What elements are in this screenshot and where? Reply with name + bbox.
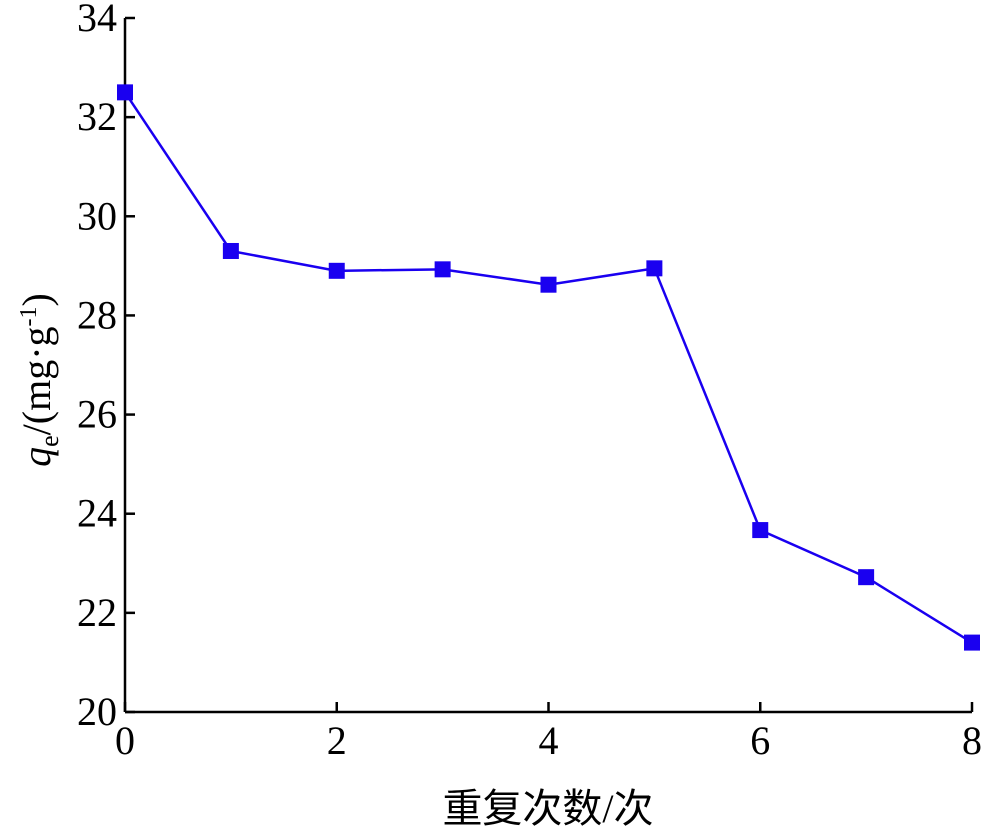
y-tick-label: 30: [77, 193, 117, 238]
x-tick-label: 8: [962, 718, 982, 763]
y-axis-title-rest: /(mg·g: [14, 326, 59, 435]
y-tick-label: 20: [77, 689, 117, 734]
x-tick-label: 0: [115, 718, 135, 763]
data-series: [117, 84, 980, 651]
data-point-7: [858, 569, 875, 586]
data-point-6: [752, 522, 769, 539]
y-tick-label: 32: [77, 94, 117, 139]
y-tick-label: 22: [77, 590, 117, 635]
data-point-5: [646, 260, 663, 277]
x-tick-label: 6: [750, 718, 770, 763]
y-tick-label: 24: [77, 491, 117, 536]
y-axis-title-main: q: [14, 447, 59, 467]
x-axis-title: 重复次数/次: [442, 786, 653, 831]
data-point-1: [222, 242, 239, 259]
data-point-2: [328, 262, 345, 279]
x-tick-label: 4: [539, 718, 559, 763]
y-axis-title-sub: e: [35, 435, 64, 447]
axes: [123, 18, 972, 714]
y-tick-label: 28: [77, 292, 117, 337]
y-axis-title-sup: -1: [16, 306, 42, 326]
x-tick-label: 2: [327, 718, 347, 763]
y-tick-label: 26: [77, 392, 117, 437]
y-axis-title-close: ): [14, 293, 59, 306]
y-tick-label: 34: [77, 0, 117, 40]
y-axis-title: qe/(mg·g-1): [14, 293, 64, 467]
data-point-0: [117, 84, 133, 101]
data-point-8: [964, 634, 980, 651]
series-line: [123, 91, 973, 644]
data-point-4: [540, 276, 557, 293]
data-point-3: [434, 261, 451, 278]
